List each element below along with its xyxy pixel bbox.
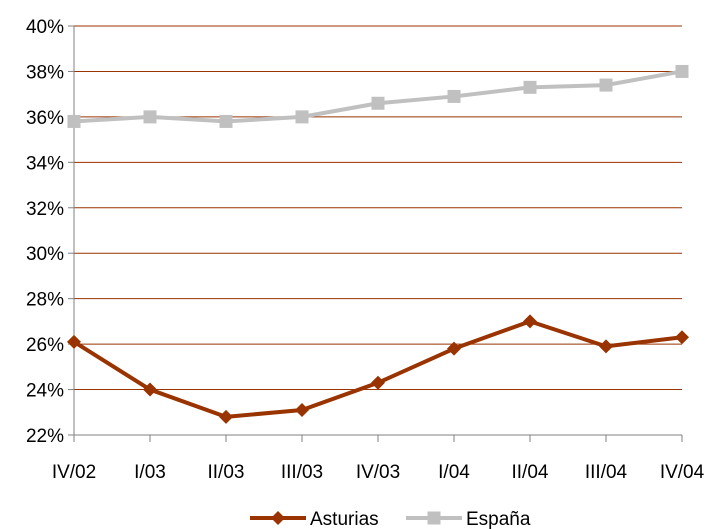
x-tick-label: I/03 [134, 462, 166, 483]
y-tick-label: 36% [26, 108, 64, 129]
data-point [675, 64, 689, 78]
x-axis-ticks: IV/02 I/03 II/03 III/03 IV/03 I/04 II/04 III/04… [52, 435, 705, 483]
legend-label: España [466, 509, 531, 529]
y-tick-label: 22% [26, 426, 64, 447]
data-point [675, 330, 689, 345]
data-point [447, 89, 461, 103]
series-espa-a [67, 64, 689, 128]
x-tick-label: IV/02 [52, 462, 96, 483]
legend-entry: Asturias [250, 509, 379, 529]
data-point [295, 110, 309, 124]
x-tick-label: II/03 [208, 462, 245, 483]
legend-entry: España [406, 509, 531, 529]
x-tick-label: IV/03 [356, 462, 400, 483]
data-point [67, 114, 81, 128]
data-point [371, 375, 385, 390]
data-point [219, 409, 233, 424]
data-point [219, 114, 233, 128]
series-line [72, 319, 683, 419]
y-tick-label: 34% [26, 153, 64, 174]
x-tick-label: I/04 [438, 462, 470, 483]
data-point [143, 110, 157, 124]
legend-swatch-marker [271, 511, 285, 525]
data-point [599, 339, 613, 354]
legend-swatch-marker [427, 511, 441, 525]
data-point [447, 341, 461, 356]
legend: Asturias España [250, 509, 531, 529]
legend-label: Asturias [310, 509, 379, 529]
y-tick-label: 28% [26, 290, 64, 311]
y-axis-ticks: 22% 24% 26% 28% 30% 32% 34% 36% 38% 40% [26, 17, 74, 447]
data-point [67, 334, 81, 349]
y-tick-label: 24% [26, 381, 64, 402]
y-tick-label: 32% [26, 199, 64, 220]
x-tick-label: III/03 [281, 462, 323, 483]
y-tick-label: 30% [26, 244, 64, 265]
data-point [371, 96, 385, 110]
data-point [143, 382, 157, 397]
y-tick-label: 40% [26, 17, 64, 38]
x-tick-label: III/04 [585, 462, 628, 483]
x-tick-label: IV/04 [660, 462, 705, 483]
series-group [67, 64, 689, 424]
x-tick-label: II/04 [512, 462, 549, 483]
series-line [73, 69, 683, 124]
gridlines [74, 25, 682, 391]
y-tick-label: 26% [26, 335, 64, 356]
data-point [295, 403, 309, 418]
series-asturias [67, 314, 689, 424]
y-tick-label: 38% [26, 62, 64, 83]
data-point [599, 78, 613, 92]
data-point [523, 80, 537, 94]
data-point [523, 314, 537, 329]
